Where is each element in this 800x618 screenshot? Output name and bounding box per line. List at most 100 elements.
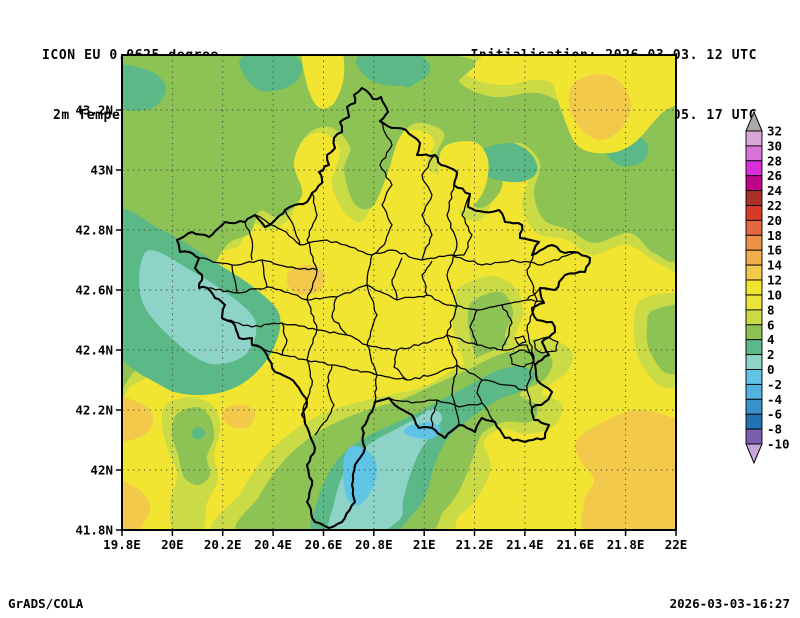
colorbar-cell bbox=[745, 175, 763, 192]
y-tick-label: 43.2N bbox=[75, 103, 113, 118]
municipality-border bbox=[391, 257, 403, 301]
temp-region bbox=[342, 445, 378, 506]
x-tick-label: 20.4E bbox=[254, 537, 292, 552]
colorbar-label: 24 bbox=[767, 183, 782, 198]
temp-region bbox=[221, 404, 256, 429]
colorbar-cell bbox=[745, 383, 763, 400]
temp-region bbox=[122, 64, 166, 111]
map-layers bbox=[122, 55, 676, 530]
temp-region bbox=[286, 264, 326, 296]
y-tick-label: 42.6N bbox=[75, 283, 113, 298]
colorbar-cell bbox=[745, 309, 763, 326]
municipality-border bbox=[254, 214, 575, 266]
municipality-border bbox=[388, 397, 496, 423]
colorbar-label: 16 bbox=[767, 243, 782, 258]
y-tick-label: 41.8N bbox=[75, 523, 113, 538]
colorbar-cell bbox=[745, 190, 763, 206]
colorbar-label: 2 bbox=[767, 347, 775, 362]
x-tick-label: 21E bbox=[413, 537, 436, 552]
colorbar-cell bbox=[745, 369, 763, 385]
municipality-border bbox=[231, 264, 238, 294]
colorbar-cell bbox=[745, 234, 763, 251]
grads-stamp: GrADS/COLA bbox=[8, 596, 84, 611]
colorbar-label: 6 bbox=[767, 317, 775, 332]
colorbar-cell bbox=[745, 130, 763, 147]
municipality-border bbox=[469, 309, 478, 346]
colorbar-arrow-bottom bbox=[745, 443, 763, 465]
y-tick-label: 42.4N bbox=[75, 343, 113, 358]
temp-region bbox=[171, 406, 215, 486]
country-border bbox=[175, 86, 592, 530]
temp-region bbox=[568, 73, 632, 141]
colorbar-label: -6 bbox=[767, 407, 782, 422]
x-tick-label: 19.8E bbox=[103, 537, 141, 552]
colorbar-label: 20 bbox=[767, 213, 782, 228]
colorbar-label: 8 bbox=[767, 302, 775, 317]
colorbar-cell bbox=[745, 294, 763, 311]
temp-region bbox=[395, 63, 419, 88]
colorbar-cell bbox=[745, 324, 763, 341]
temp-region bbox=[192, 426, 205, 440]
colorbar-arrow-top bbox=[745, 110, 763, 132]
municipality-border bbox=[366, 254, 378, 403]
enclave-border bbox=[533, 336, 559, 354]
y-tick-label: 42.8N bbox=[75, 223, 113, 238]
municipality-border bbox=[207, 284, 545, 311]
y-tick-label: 43N bbox=[90, 163, 113, 178]
colorbar-label: -4 bbox=[767, 392, 782, 407]
colorbar-cell bbox=[745, 249, 763, 266]
colorbar-label: 22 bbox=[767, 198, 782, 213]
temp-region bbox=[646, 304, 676, 375]
colorbar-label: -2 bbox=[767, 377, 782, 392]
municipality-border bbox=[281, 322, 288, 356]
municipality-border bbox=[430, 399, 438, 429]
y-tick-label: 42.2N bbox=[75, 403, 113, 418]
x-tick-label: 20.8E bbox=[355, 537, 393, 552]
enclave-border bbox=[509, 349, 535, 368]
temp-region bbox=[239, 55, 303, 92]
colorbar-cell bbox=[745, 428, 763, 445]
x-tick-label: 20.2E bbox=[204, 537, 242, 552]
municipality-border bbox=[526, 287, 541, 301]
temp-region bbox=[122, 396, 154, 443]
creation-timestamp: 2026-03-03-16:27 bbox=[669, 596, 790, 611]
municipality-border bbox=[446, 184, 460, 426]
colorbar-label: 0 bbox=[767, 362, 775, 377]
colorbar-cell bbox=[745, 145, 763, 162]
plot-frame bbox=[121, 54, 677, 531]
temp-region bbox=[122, 480, 151, 530]
municipality-border bbox=[393, 349, 408, 381]
colorbar-label: 26 bbox=[767, 168, 782, 183]
colorbar-cell bbox=[745, 205, 763, 221]
colorbar-label: 30 bbox=[767, 138, 782, 153]
colorbar-label: 14 bbox=[767, 258, 782, 273]
colorbar-cell bbox=[745, 279, 763, 296]
colorbar-label: 32 bbox=[767, 124, 782, 139]
temp-region bbox=[575, 409, 676, 530]
municipality-border bbox=[371, 120, 393, 256]
temp-region bbox=[475, 142, 538, 183]
colorbar-label: -8 bbox=[767, 422, 782, 437]
colorbar-cell bbox=[745, 264, 763, 281]
colorbar-label: 4 bbox=[767, 332, 775, 347]
municipality-border bbox=[302, 192, 318, 423]
municipality-border bbox=[198, 257, 318, 271]
temp-region bbox=[122, 55, 676, 390]
colorbar-label: -10 bbox=[767, 437, 790, 452]
colorbar-cell bbox=[745, 354, 763, 370]
temp-region bbox=[139, 250, 257, 365]
municipality-border bbox=[331, 296, 348, 336]
municipality-border bbox=[501, 304, 513, 351]
municipality-border bbox=[421, 154, 436, 261]
municipality-border bbox=[451, 193, 473, 257]
municipality-border bbox=[476, 379, 483, 404]
colorbar-label: 10 bbox=[767, 288, 782, 303]
y-tick-label: 42N bbox=[90, 463, 113, 478]
municipality-border bbox=[261, 259, 268, 288]
colorbar-cell bbox=[745, 160, 763, 177]
colorbar-label: 28 bbox=[767, 153, 782, 168]
x-tick-label: 20.6E bbox=[305, 537, 343, 552]
colorbar-label: 12 bbox=[767, 273, 782, 288]
